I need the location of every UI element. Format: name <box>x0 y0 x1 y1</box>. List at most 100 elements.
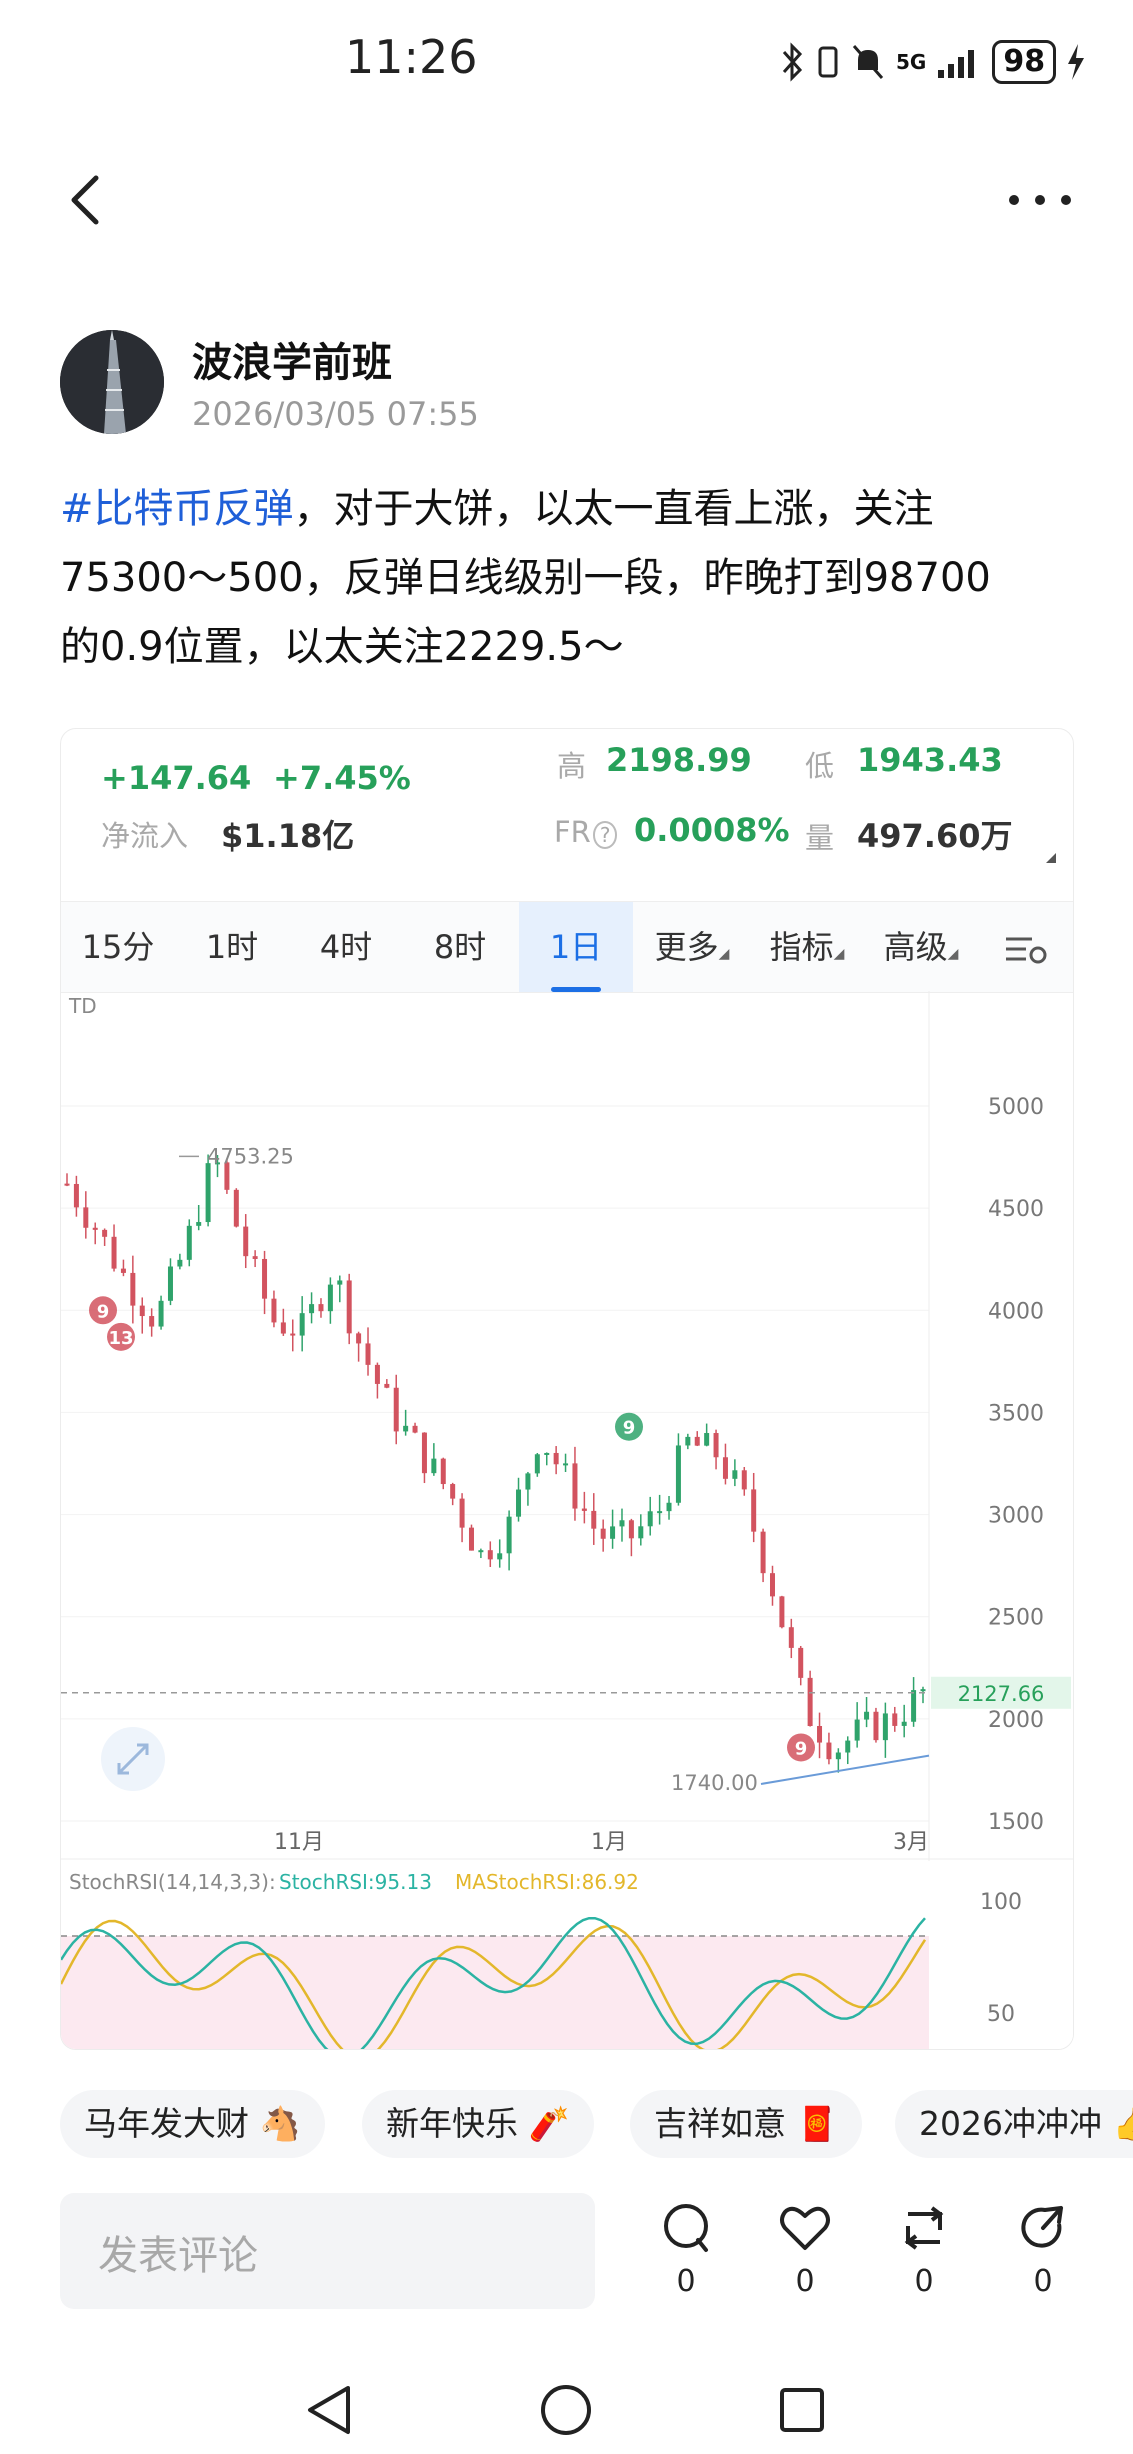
tag-chip[interactable]: 2026冲冲冲 👍 <box>895 2090 1133 2158</box>
x-tick-label: 11月 <box>274 1830 324 1855</box>
volume-label: 量 <box>805 821 835 855</box>
candle-body <box>120 1268 126 1273</box>
candle-body <box>732 1470 738 1479</box>
candle-body <box>713 1433 719 1458</box>
tab-advanced[interactable]: 高级◢ <box>883 928 959 966</box>
tag-chip[interactable]: 马年发大财 🐴 <box>60 2090 325 2158</box>
hashtag-link[interactable]: #比特币反弹 <box>60 486 294 532</box>
indicator-label: TD <box>68 994 97 1018</box>
candle-body <box>459 1498 465 1528</box>
td-marker <box>615 1412 643 1441</box>
candle-body <box>139 1305 145 1317</box>
stoch-band <box>61 1936 929 2049</box>
candle-body <box>196 1222 202 1226</box>
stoch-label: StochRSI(14,14,3,3): <box>69 1870 276 1894</box>
candle-body <box>835 1752 841 1760</box>
post-line-1: ，对于大饼，以太一直看上涨，关注 <box>293 486 934 532</box>
chart-settings-button[interactable] <box>981 902 1071 992</box>
candle-body <box>619 1520 625 1527</box>
candle-body <box>704 1433 710 1446</box>
candle-body <box>487 1550 493 1560</box>
tab-1d[interactable]: 1日 <box>519 902 633 992</box>
share-button[interactable]: 0 <box>1003 2200 1083 2310</box>
candle-body <box>233 1189 239 1227</box>
candle-body <box>252 1256 258 1259</box>
td-marker <box>787 1733 815 1762</box>
square-recents-icon <box>780 2388 824 2432</box>
fr-label: FR? <box>554 815 618 849</box>
tab-15m[interactable]: 15分 <box>81 928 155 966</box>
candle-body <box>450 1484 456 1499</box>
candle-body <box>563 1463 569 1466</box>
x-tick-label: 1月 <box>591 1830 627 1855</box>
more-options-button[interactable] <box>1000 170 1080 230</box>
like-count: 0 <box>795 2264 815 2299</box>
stoch-tick-label: 100 <box>980 1890 1022 1915</box>
candle-body <box>675 1445 681 1503</box>
status-icons: 5G 98 <box>780 38 1086 86</box>
x-tick-label: 3月 <box>893 1830 929 1855</box>
candle-body <box>760 1531 766 1574</box>
post-line-2: 75300～500，反弹日线级别一段，昨晚打到98700 <box>60 555 991 601</box>
candle-body <box>102 1229 108 1237</box>
candle-body <box>628 1520 634 1539</box>
candle-body <box>553 1452 559 1465</box>
candle-body <box>403 1425 409 1432</box>
tab-1h[interactable]: 1时 <box>205 928 259 966</box>
max-price-label: 4753.25 <box>207 1144 294 1168</box>
repost-icon <box>904 2206 944 2250</box>
tag-chip[interactable]: 新年快乐 🧨 <box>362 2090 594 2158</box>
candle-body <box>130 1272 136 1306</box>
candle-body <box>666 1502 672 1512</box>
tag-chip[interactable]: 吉祥如意 🧧 <box>630 2090 862 2158</box>
td-marker-label: 9 <box>97 1301 110 1322</box>
tab-8h[interactable]: 8时 <box>433 928 487 966</box>
td-marker-label: 13 <box>108 1328 133 1349</box>
back-button[interactable] <box>58 170 118 230</box>
system-home-button[interactable] <box>526 2370 606 2450</box>
system-recents-button[interactable] <box>762 2370 842 2450</box>
y-tick-label: 2000 <box>988 1708 1044 1733</box>
y-tick-label: 5000 <box>988 1095 1044 1120</box>
system-back-button[interactable] <box>290 2370 370 2450</box>
avatar[interactable] <box>60 330 164 434</box>
chevron-left-icon <box>71 175 99 225</box>
candle-body <box>440 1458 446 1485</box>
candle-body <box>873 1711 879 1741</box>
dropdown-triangle-icon: ◢ <box>833 946 845 962</box>
candle-body <box>647 1511 653 1527</box>
candle-body <box>243 1226 249 1257</box>
comment-input[interactable]: 发表评论 <box>60 2193 595 2309</box>
candle-body <box>544 1452 550 1455</box>
author-name[interactable]: 波浪学前班 <box>192 340 392 386</box>
corner-triangle-icon <box>1046 853 1056 863</box>
candle-body <box>798 1647 804 1678</box>
current-price-label: 2127.66 <box>958 1682 1045 1706</box>
candle-body <box>638 1526 644 1539</box>
fr-value: 0.0008% <box>634 811 790 849</box>
candle-body <box>468 1527 474 1551</box>
repost-button[interactable]: 0 <box>884 2200 964 2310</box>
candle-body <box>516 1489 522 1517</box>
support-trendline <box>760 1754 930 1785</box>
tab-more[interactable]: 更多◢ <box>654 928 730 966</box>
tab-indicators[interactable]: 指标◢ <box>769 928 845 966</box>
candle-body <box>186 1225 192 1260</box>
price-chart[interactable]: TD 5000 4500 4000 3500 3000 2500 2000 1500 11月 1… <box>61 991 1073 2049</box>
dropdown-triangle-icon: ◢ <box>718 946 730 962</box>
candle-body <box>365 1343 371 1365</box>
tab-4h[interactable]: 4时 <box>319 928 373 966</box>
candle-body <box>167 1266 173 1301</box>
expand-icon <box>117 1743 149 1775</box>
min-price-label: 1740.00 <box>671 1771 758 1795</box>
help-icon[interactable]: ? <box>592 821 618 849</box>
candle-body <box>177 1259 183 1267</box>
td-marker-label: 9 <box>623 1418 636 1439</box>
like-button[interactable]: 0 <box>765 2200 845 2310</box>
candle-body <box>882 1713 888 1741</box>
comment-button[interactable]: 0 <box>646 2200 726 2310</box>
candle-body <box>346 1280 352 1334</box>
stoch-value: StochRSI:95.13 <box>279 1870 432 1894</box>
post-body: #比特币反弹，对于大饼，以太一直看上涨，关注 75300～500，反弹日线级别一… <box>60 475 1080 682</box>
market-card[interactable]: +147.64 +7.45% 净流入 $1.18亿 高 2198.99 低 19… <box>60 728 1074 2050</box>
